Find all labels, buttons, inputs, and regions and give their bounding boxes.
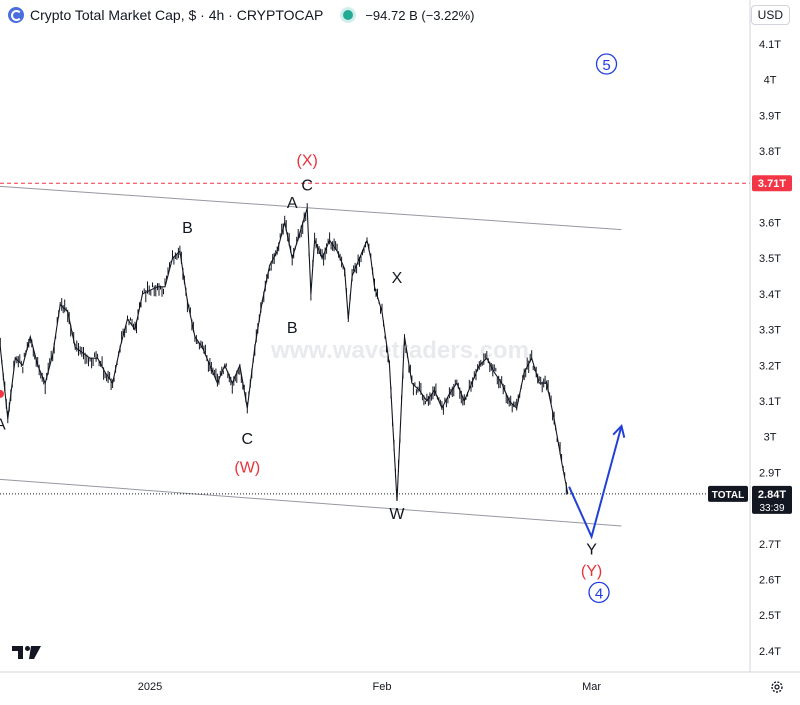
price-tick-label: 3.3T (759, 325, 781, 337)
price-tick-label: 2.5T (759, 610, 781, 622)
price-tick-label: 3.6T (759, 218, 781, 230)
wave-label: (Y) (581, 563, 602, 580)
wave-label: (X) (296, 152, 317, 169)
symbol-tag-label: TOTAL (712, 490, 744, 501)
price-change: −94.72 B (−3.22%) (365, 7, 475, 23)
time-tick-label: Mar (582, 681, 601, 693)
current-price-tag (752, 485, 792, 514)
watermark-text: www.wavetraders.com (270, 337, 529, 364)
tradingview-logo-icon[interactable] (12, 644, 42, 660)
chart-header: Crypto Total Market Cap, $ · 4h · CRYPTO… (0, 0, 740, 30)
projection-path (568, 425, 623, 540)
price-tick-label: 4.1T (759, 39, 781, 51)
wave-label: (W) (234, 459, 260, 476)
wave-label: B (182, 220, 193, 237)
projection-arrowhead (612, 423, 626, 438)
price-tick-label: 2.4T (759, 646, 781, 658)
resistance-price-tag (752, 175, 792, 192)
current-price-label: 2.84T (758, 489, 786, 501)
wave-circle (588, 581, 610, 603)
time-tick-label: 2025 (138, 681, 162, 693)
settings-gear-icon[interactable] (770, 680, 784, 694)
wave-label: W (389, 506, 405, 523)
wave-label: C (242, 431, 254, 448)
wave-label: 5 (602, 57, 610, 74)
wave-circle (595, 53, 618, 75)
price-tick-label: 3.2T (759, 360, 781, 372)
wave-label: A (0, 417, 6, 434)
symbol-title[interactable]: Crypto Total Market Cap, $ · 4h · CRYPTO… (30, 7, 324, 23)
wave-label: X (392, 270, 403, 287)
wave-label: Y (586, 542, 597, 559)
currency-selector[interactable]: USD (750, 5, 790, 25)
price-tick-label: 3T (764, 432, 777, 444)
price-tick-label: 3.1T (759, 396, 781, 408)
upper-channel-line (0, 185, 622, 231)
price-tick-label: 3.4T (759, 289, 781, 301)
market-open-icon (343, 10, 354, 20)
price-tick-label: 2.6T (759, 575, 781, 587)
wave-label: C (301, 177, 313, 194)
price-line (0, 208, 569, 502)
price-tick-label: 3.8T (759, 146, 781, 158)
wave-label: 4 (595, 585, 603, 602)
bar-countdown-label: 33:39 (759, 503, 784, 514)
price-tick-label: 4T (764, 75, 777, 87)
price-tick-label: 3.9T (759, 110, 781, 122)
price-tick-label: 3.5T (759, 253, 781, 265)
resistance-price-label: 3.71T (758, 178, 786, 190)
time-tick-label: Feb (373, 681, 392, 693)
symbol-tag (708, 485, 748, 502)
wave-label: A (287, 195, 298, 212)
wave-label: B (287, 320, 298, 337)
left-edge-marker (0, 389, 4, 398)
price-tick-label: 2.9T (759, 467, 781, 479)
price-tick-label: 2.7T (759, 539, 781, 551)
lower-channel-line (0, 478, 622, 527)
cryptocap-logo-icon (8, 7, 24, 23)
